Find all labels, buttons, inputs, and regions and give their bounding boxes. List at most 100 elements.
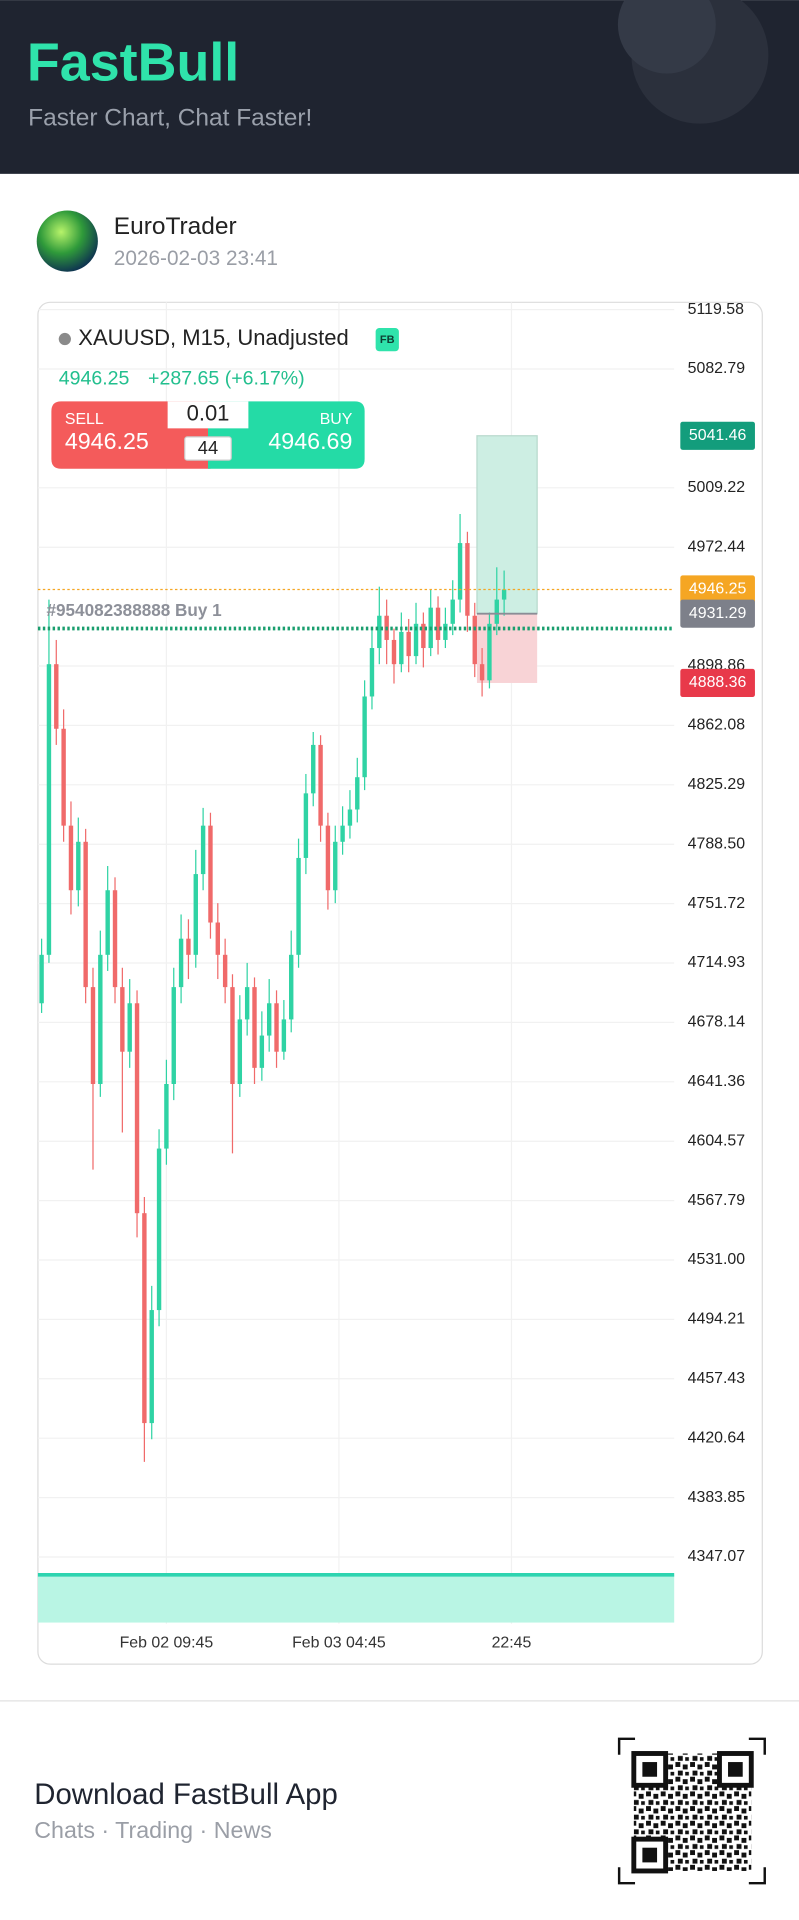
y-tick-label: 4714.93 xyxy=(688,954,746,971)
status-dot xyxy=(58,332,71,346)
x-tick-label: Feb 03 04:45 xyxy=(292,1635,386,1652)
candle-body xyxy=(186,938,191,955)
candle-body xyxy=(318,744,323,826)
price-tag-label: 4888.36 xyxy=(689,674,747,691)
sell-price: 4946.25 xyxy=(65,428,149,454)
candle-body xyxy=(487,623,492,681)
y-tick-label: 4751.72 xyxy=(688,895,746,912)
indicator-area xyxy=(37,1574,675,1623)
candle-body xyxy=(377,615,382,649)
candle-body xyxy=(281,1019,287,1052)
last-price: 4946.25 xyxy=(59,368,130,390)
chart-title: XAUUSD, M15, Unadjusted xyxy=(78,325,348,350)
quantity: 0.01 xyxy=(187,401,230,426)
price-change: +287.65 (+6.17%) xyxy=(148,368,305,390)
candle-body xyxy=(362,696,367,778)
qr-code[interactable] xyxy=(617,1737,766,1885)
price-tag xyxy=(680,421,755,450)
order-label: #954082388888 Buy 1 xyxy=(46,600,222,620)
spread: 44 xyxy=(198,437,218,458)
y-tick-label: 4678.14 xyxy=(688,1014,746,1031)
y-tick-label: 4862.08 xyxy=(688,717,746,734)
y-tick-label: 4788.50 xyxy=(688,835,746,852)
candle-body xyxy=(421,623,426,649)
footer-subtitle: Chats · Trading · News xyxy=(34,1817,272,1843)
candle-body xyxy=(90,987,96,1084)
candle-body xyxy=(61,728,66,826)
candle-body xyxy=(142,1213,147,1424)
candle-body xyxy=(266,1003,272,1036)
candle-body xyxy=(325,825,331,891)
y-tick-label: 4972.44 xyxy=(688,538,746,555)
y-tick-label: 4420.64 xyxy=(688,1429,746,1446)
candle-body xyxy=(303,793,309,858)
footer-title: Download FastBull App xyxy=(34,1778,338,1811)
candle-body xyxy=(98,954,103,1084)
y-tick-label: 4641.36 xyxy=(688,1073,746,1090)
sell-label: SELL xyxy=(65,411,104,428)
badge-text: FB xyxy=(380,334,395,346)
candle-body xyxy=(237,1019,243,1084)
candle-body xyxy=(215,922,221,955)
candle-body xyxy=(450,599,455,624)
x-tick-label: Feb 02 09:45 xyxy=(120,1635,214,1652)
x-tick-label: 22:45 xyxy=(492,1635,532,1652)
price-tag xyxy=(680,599,755,628)
brand-title: FastBull xyxy=(27,32,239,92)
candle-body xyxy=(222,954,228,988)
candle-body xyxy=(465,543,470,616)
candle-body xyxy=(340,825,345,842)
candle-body xyxy=(171,987,176,1084)
buy-label: BUY xyxy=(320,411,353,428)
price-tag xyxy=(680,668,755,698)
candle-body xyxy=(112,890,118,988)
candle-body xyxy=(311,744,316,794)
chart: 5119.585082.795009.224972.444898.864862.… xyxy=(37,301,755,1652)
candle-body xyxy=(127,1003,132,1052)
y-tick-label: 4531.00 xyxy=(688,1251,746,1268)
post-date: 2026-02-03 23:41 xyxy=(114,247,278,270)
y-tick-label: 4825.29 xyxy=(688,776,746,793)
candle-body xyxy=(435,607,441,640)
candle-body xyxy=(274,1003,279,1052)
spread-box xyxy=(184,436,232,461)
candle-body xyxy=(208,825,213,923)
brand-subtitle: Faster Chart, Chat Faster! xyxy=(28,104,312,131)
candle-body xyxy=(494,599,499,624)
candle-body xyxy=(46,664,52,955)
candle-body xyxy=(39,954,44,1004)
author-name[interactable]: EuroTrader xyxy=(114,213,237,240)
candle-body xyxy=(406,631,411,657)
loss-zone xyxy=(476,613,538,683)
price-tag xyxy=(680,575,755,604)
candle-body xyxy=(289,954,294,1020)
candle-body xyxy=(479,664,485,681)
y-tick-label: 4567.79 xyxy=(688,1192,746,1209)
candle-body xyxy=(105,890,110,955)
candle-body xyxy=(54,664,59,729)
candle-body xyxy=(355,777,360,810)
header-decor xyxy=(617,0,716,74)
candle-body xyxy=(149,1310,154,1424)
quantity-box[interactable] xyxy=(167,401,249,429)
y-tick-label: 4457.43 xyxy=(688,1370,746,1387)
candle-body xyxy=(68,825,74,891)
candle-body xyxy=(391,639,397,665)
candle-body xyxy=(501,589,507,600)
buy-price: 4946.69 xyxy=(268,428,352,454)
candle-body xyxy=(164,1083,169,1149)
candle-body xyxy=(178,938,184,988)
candle-body xyxy=(252,987,257,1068)
candle-body xyxy=(156,1148,162,1311)
avatar[interactable] xyxy=(36,210,98,272)
candle-body xyxy=(200,825,206,875)
y-tick-label: 5119.58 xyxy=(688,301,744,318)
candle-body xyxy=(369,648,375,697)
candle-body xyxy=(120,987,125,1052)
candle-body xyxy=(259,1035,265,1068)
candle-body xyxy=(443,623,448,640)
y-tick-label: 4347.07 xyxy=(688,1548,746,1565)
candle-body xyxy=(347,809,353,826)
